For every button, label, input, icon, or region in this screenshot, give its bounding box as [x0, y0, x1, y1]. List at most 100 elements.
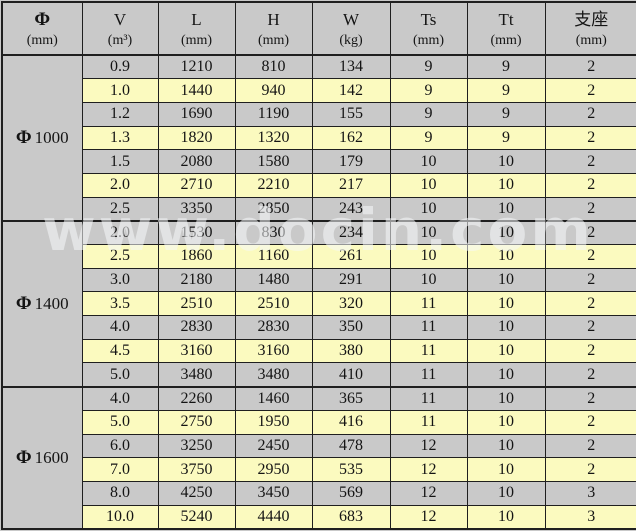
cell-w: 134	[311, 54, 391, 80]
cell-l: 1860	[157, 244, 236, 269]
header-length-unit: (mm)	[180, 32, 213, 48]
cell-tt: 10	[466, 480, 546, 506]
cell-v: 5.0	[81, 409, 159, 435]
cell-tt: 10	[466, 362, 546, 388]
cell-l: 2830	[157, 315, 236, 340]
cell-support: 2	[544, 315, 636, 340]
cell-l: 1690	[157, 101, 236, 127]
cell-ts: 12	[389, 480, 468, 506]
table-row: 6.0 3250 2450 478 12 10 2	[2, 433, 636, 459]
cell-v: 4.5	[81, 338, 159, 364]
cell-h: 1950	[234, 409, 313, 435]
cell-v: 3.0	[81, 267, 159, 293]
table-row: 8.0 4250 3450 569 12 10 3	[2, 480, 636, 506]
cell-ts: 11	[389, 409, 468, 435]
cell-ts: 11	[389, 338, 468, 364]
group-diameter-cell: Φ 1400	[1, 219, 83, 388]
cell-support: 2	[544, 267, 636, 293]
cell-ts: 9	[389, 54, 468, 80]
cell-l: 5240	[157, 504, 236, 530]
cell-support: 2	[544, 219, 636, 245]
cell-h: 810	[234, 54, 313, 80]
table-row: 2.5 1860 1160 261 10 10 2	[2, 244, 636, 269]
table-row: 3.5 2510 2510 320 11 10 2	[2, 291, 636, 317]
table-row: 1.0 1440 940 142 9 9 2	[2, 78, 636, 103]
cell-support: 3	[544, 480, 636, 506]
cell-h: 4440	[234, 504, 313, 530]
cell-h: 1160	[234, 244, 313, 269]
cell-support: 2	[544, 196, 636, 222]
header-support: 支座 (mm)	[544, 1, 636, 56]
cell-ts: 12	[389, 457, 468, 482]
cell-l: 2750	[157, 409, 236, 435]
header-row: Φ (mm) V (m³) L (mm) H (mm) W (kg)	[1, 1, 636, 56]
cell-l: 3350	[157, 196, 236, 222]
cell-ts: 11	[389, 385, 468, 411]
cell-w: 350	[311, 315, 391, 340]
table-row: Φ 1400 2.0 1530 830 234 10 10 2	[1, 219, 636, 388]
table-row: 3.0 2180 1480 291 10 10 2	[2, 267, 636, 293]
cell-h: 2210	[234, 172, 313, 198]
header-tt-symbol: Tt	[498, 9, 514, 29]
cell-v: 1.0	[81, 78, 159, 103]
header-phi: Φ (mm)	[1, 1, 83, 56]
cell-ts: 9	[389, 78, 468, 103]
cell-h: 830	[234, 219, 313, 245]
table-row: Φ 1600 4.0 2260 1460 365 11 10 2	[1, 385, 636, 530]
cell-w: 243	[311, 196, 391, 222]
cell-w: 155	[311, 101, 391, 127]
header-ts: Ts (mm)	[389, 1, 468, 56]
cell-v: 1.2	[81, 101, 159, 127]
cell-h: 1460	[234, 385, 313, 411]
cell-v: 10.0	[81, 504, 159, 530]
cell-support: 2	[544, 78, 636, 103]
cell-v: 8.0	[81, 480, 159, 506]
header-tt-unit: (mm)	[490, 32, 522, 48]
cell-tt: 10	[466, 267, 546, 293]
table-header: Φ (mm) V (m³) L (mm) H (mm) W (kg)	[1, 1, 636, 56]
header-support-symbol: 支座	[574, 9, 609, 29]
cell-ts: 10	[389, 267, 468, 293]
table-row: 5.0 3480 3480 410 11 10 2	[2, 362, 636, 388]
cell-ts: 12	[389, 504, 468, 530]
table-row: 1.2 1690 1190 155 9 9 2	[2, 101, 636, 127]
cell-l: 3480	[157, 362, 236, 388]
cell-w: 291	[311, 267, 391, 293]
cell-support: 2	[544, 244, 636, 269]
cell-w: 478	[311, 433, 391, 459]
cell-ts: 10	[389, 219, 468, 245]
cell-l: 2260	[157, 385, 236, 411]
header-phi-symbol: Φ	[34, 8, 51, 30]
diameter-value: 1400	[34, 293, 69, 313]
table-row: 2.0 2710 2210 217 10 10 2	[2, 172, 636, 198]
cell-w: 162	[311, 125, 391, 151]
cell-support: 2	[544, 385, 636, 411]
cell-l: 2510	[157, 291, 236, 317]
cell-tt: 10	[466, 315, 546, 340]
cell-l: 1210	[157, 54, 236, 80]
cell-support: 2	[544, 291, 636, 317]
cell-w: 380	[311, 338, 391, 364]
cell-l: 2180	[157, 267, 236, 293]
cell-h: 2510	[234, 291, 313, 317]
cell-tt: 10	[466, 504, 546, 530]
cell-v: 4.0	[81, 385, 159, 411]
cell-h: 2450	[234, 433, 313, 459]
cell-support: 2	[544, 149, 636, 174]
cell-l: 2080	[157, 149, 236, 174]
cell-tt: 10	[466, 291, 546, 317]
cell-l: 3250	[157, 433, 236, 459]
cell-v: 6.0	[81, 433, 159, 459]
phi-symbol: Φ	[15, 126, 32, 148]
group-diameter-cell: Φ 1600	[1, 385, 83, 530]
cell-l: 3750	[157, 457, 236, 482]
diameter-value: 1600	[34, 447, 69, 467]
header-volume-symbol: V	[113, 9, 127, 29]
cell-tt: 10	[466, 149, 546, 174]
header-tt: Tt (mm)	[466, 1, 546, 56]
table-row: 1.5 2080 1580 179 10 10 2	[2, 149, 636, 174]
cell-l: 2710	[157, 172, 236, 198]
table-row: 4.5 3160 3160 380 11 10 2	[2, 338, 636, 364]
